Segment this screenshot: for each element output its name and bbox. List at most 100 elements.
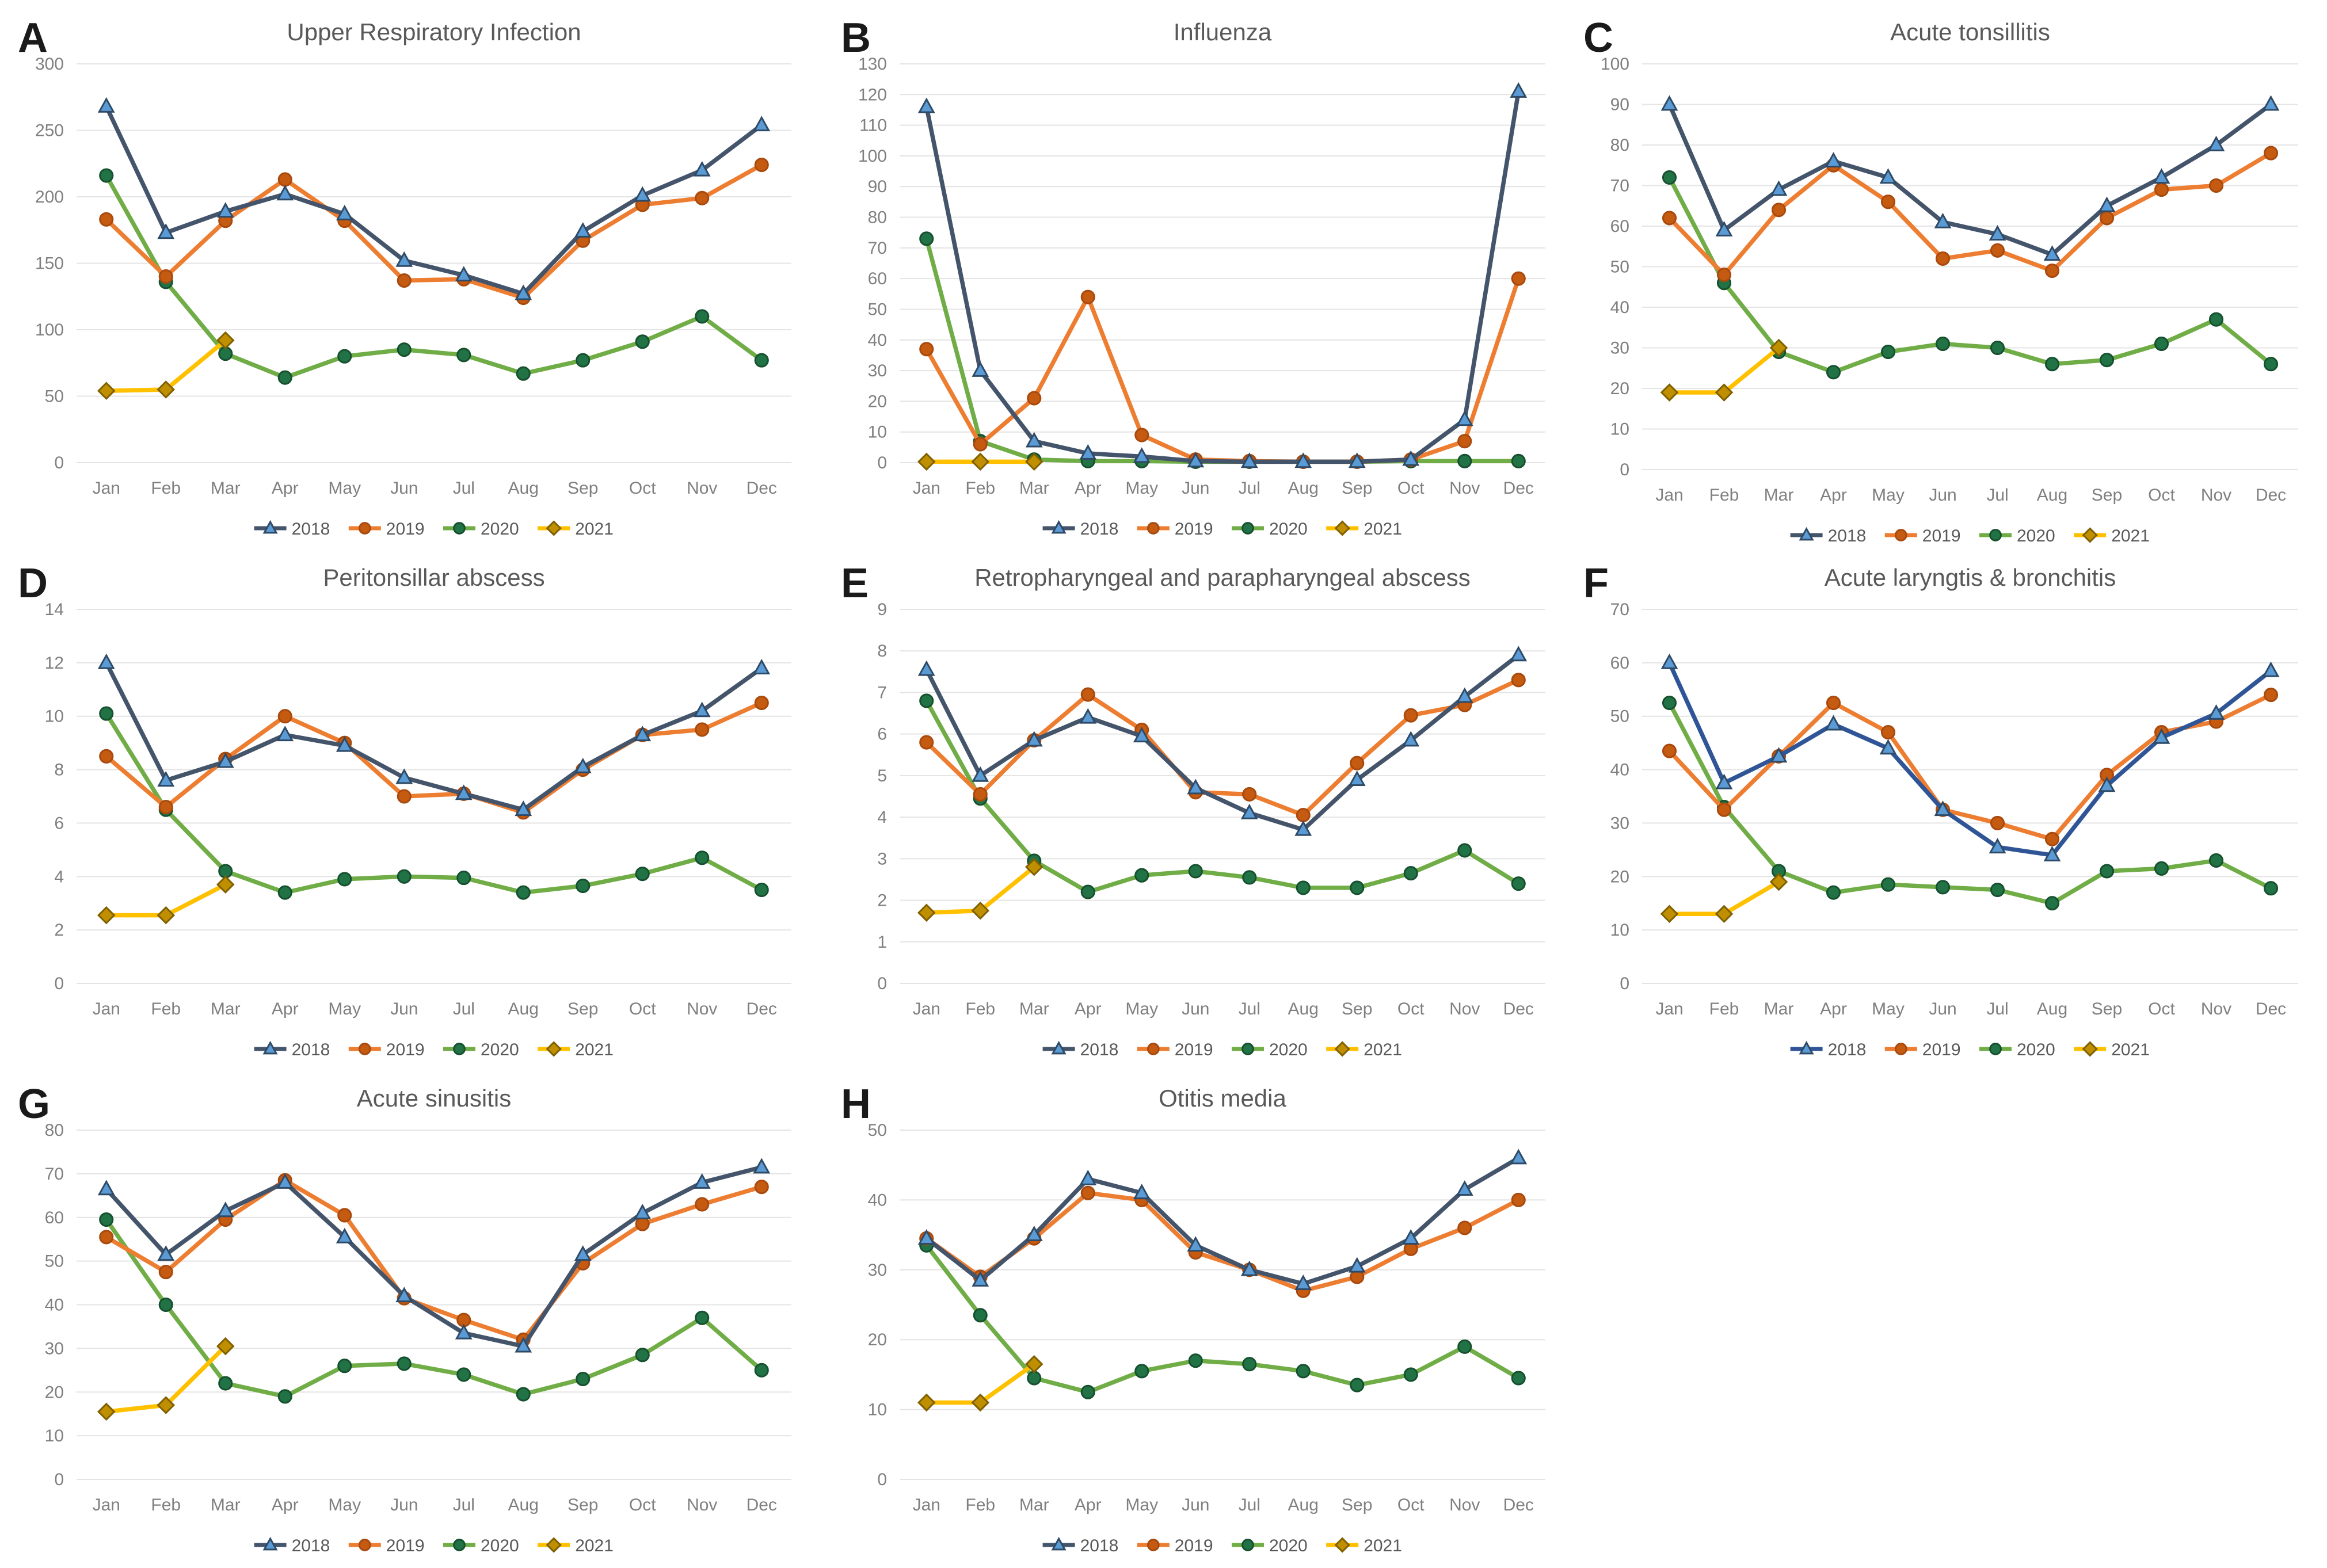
x-axis-month-label: Jan (93, 479, 120, 498)
legend-marker-2020 (453, 1539, 466, 1551)
y-axis-tick-label: 100 (35, 321, 64, 339)
chart-H-svg: 0 10 20 30 40 50H Otitis media Jan Feb Mar Apr May J… (841, 1081, 1545, 1555)
series-2018-markers (97, 97, 771, 300)
series-2018-point-Jan (917, 660, 935, 676)
series-2018-point-Apr (276, 726, 294, 742)
series-2020-point-Jun (1935, 336, 1951, 352)
legend-marker-2021 (546, 1041, 562, 1057)
series-2020-point-Jan (919, 693, 934, 708)
series-2020-point-May (1134, 1364, 1149, 1379)
series-2019-line (924, 678, 1521, 818)
x-axis-month-label: Jan (1655, 999, 1683, 1018)
y-axis-tick-label: 60 (1610, 217, 1629, 236)
series-2020-markers (99, 706, 769, 900)
y-axis-tick-label: 0 (54, 1470, 64, 1489)
chart-title: Upper Respiratory Infection (287, 18, 581, 45)
legend-marker-2019 (1147, 1539, 1160, 1551)
series-2020-point-May (1880, 877, 1896, 892)
x-axis-month-label: Sep (1342, 999, 1372, 1018)
y-axis-tick-label: 2 (54, 921, 64, 940)
series-2019-point-Jun (397, 273, 412, 288)
y-axis-tick-label: 10 (45, 1426, 64, 1445)
legend-label-2021: 2021 (1364, 520, 1402, 539)
x-axis-month-label: May (328, 1495, 361, 1514)
series-2020-point-Aug (516, 1387, 531, 1402)
x-axis-month-label: Sep (1342, 1495, 1372, 1514)
y-axis-tick-label: 10 (45, 707, 64, 726)
x-axis-month-label: Apr (272, 999, 299, 1018)
y-axis-tick-label: 30 (45, 1339, 64, 1358)
y-axis-tick-label: 200 (35, 188, 64, 207)
series-2018-point-Jun (1934, 800, 1952, 817)
series-2020-point-Sep (576, 353, 591, 368)
series-2018-line (1667, 661, 2273, 857)
x-axis-month-label: Dec (747, 1495, 777, 1514)
x-axis-month-label: Oct (629, 479, 656, 498)
x-axis-month-label: Nov (687, 1495, 717, 1514)
y-axis-tick-label: 0 (877, 1470, 887, 1489)
series-2019-point-Mar (1027, 391, 1042, 406)
y-axis-tick-label: 50 (1610, 258, 1629, 277)
series-2020-point-Dec (754, 353, 769, 368)
series-2018-point-Feb (972, 361, 989, 377)
series-2019-point-Nov (695, 190, 710, 205)
series-2020-point-Oct (1403, 866, 1418, 881)
y-axis-tick-label: 0 (54, 453, 64, 472)
x-axis-month-label: Dec (747, 479, 777, 498)
series-2021-point-Feb (157, 1396, 176, 1414)
y-axis-tick-label: 80 (868, 208, 887, 227)
legend-marker-2020 (453, 522, 466, 535)
series-2020-point-May (337, 1359, 352, 1374)
series-2020-point-Sep (2099, 864, 2115, 879)
series-2021-point-Jan (97, 906, 116, 925)
series-2021-point-Mar (1025, 1355, 1043, 1374)
y-axis-tick-label: 70 (1610, 177, 1629, 196)
series-2020-point-May (337, 349, 352, 364)
series-2018-point-Sep (2098, 196, 2116, 212)
series-2018-point-Sep (1348, 1257, 1366, 1273)
series-2018-point-Apr (1079, 444, 1097, 460)
series-2018-point-Mar (216, 752, 234, 768)
series-2019-point-Nov (1457, 434, 1472, 449)
series-2021-point-Mar (216, 875, 235, 894)
legend-marker-2019 (358, 1043, 371, 1055)
series-2018-point-Jan (1660, 95, 1678, 111)
series-2020-markers (919, 231, 1526, 469)
x-axis-month-label: Jul (453, 1495, 475, 1514)
series-2019-point-Sep (1350, 756, 1365, 770)
series-2020-line (1667, 700, 2273, 906)
series-2018-point-Nov (1456, 1180, 1473, 1196)
series-2018-point-Mar (1770, 747, 1788, 763)
x-axis-month-label: Feb (965, 1495, 995, 1514)
x-axis-month-label: Jul (1986, 999, 2008, 1018)
series-2019-point-Apr (1080, 687, 1095, 702)
legend-marker-2020 (1241, 1043, 1254, 1055)
legend-marker-2018 (262, 1536, 278, 1551)
legend-label-2019: 2019 (1922, 1040, 1961, 1059)
legend-label-2019: 2019 (386, 520, 425, 539)
series-2019-point-Jan (1662, 743, 1677, 758)
y-axis-tick-label: 0 (877, 453, 887, 472)
legend-marker-2018 (1051, 1536, 1067, 1551)
y-axis-tick-label: 4 (54, 867, 64, 886)
x-axis-month-label: Dec (1503, 1495, 1534, 1514)
series-2018-point-Aug (515, 1337, 532, 1353)
legend-marker-2021 (1334, 1537, 1350, 1553)
y-axis-tick-label: 40 (1610, 761, 1629, 780)
y-axis-tick-label: 20 (45, 1383, 64, 1402)
y-axis-tick-label: 70 (868, 239, 887, 258)
x-axis-month-label: Jun (1929, 486, 1956, 505)
series-2018-point-Apr (276, 1173, 294, 1189)
y-axis-tick-label: 50 (45, 1252, 64, 1271)
legend-label-2020: 2020 (2017, 1040, 2055, 1059)
legend: 2018 2019 2020 2021 (1042, 1536, 1402, 1555)
series-2019-point-Dec (754, 695, 769, 711)
series-2019-point-Jan (99, 1230, 114, 1245)
series-2020-point-Dec (2263, 357, 2279, 372)
series-2018-point-Mar (1025, 432, 1043, 448)
series-2020-point-Oct (635, 334, 650, 349)
series-2018-point-Aug (1294, 1274, 1312, 1290)
series-2018-point-Nov (693, 701, 711, 718)
y-axis-tick-label: 10 (868, 1401, 887, 1420)
x-axis-month-label: Oct (1397, 479, 1425, 498)
